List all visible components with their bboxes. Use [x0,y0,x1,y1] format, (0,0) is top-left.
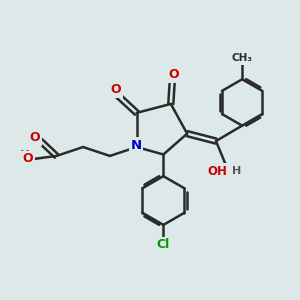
Text: O: O [23,152,34,165]
Text: CH₃: CH₃ [232,53,253,63]
Text: N: N [130,139,142,152]
Text: O: O [169,68,179,81]
Text: Cl: Cl [157,238,170,251]
Text: OH: OH [207,165,227,178]
Text: O: O [29,131,40,144]
Text: O: O [110,83,121,96]
Text: H: H [232,167,242,176]
Text: H: H [20,149,30,162]
